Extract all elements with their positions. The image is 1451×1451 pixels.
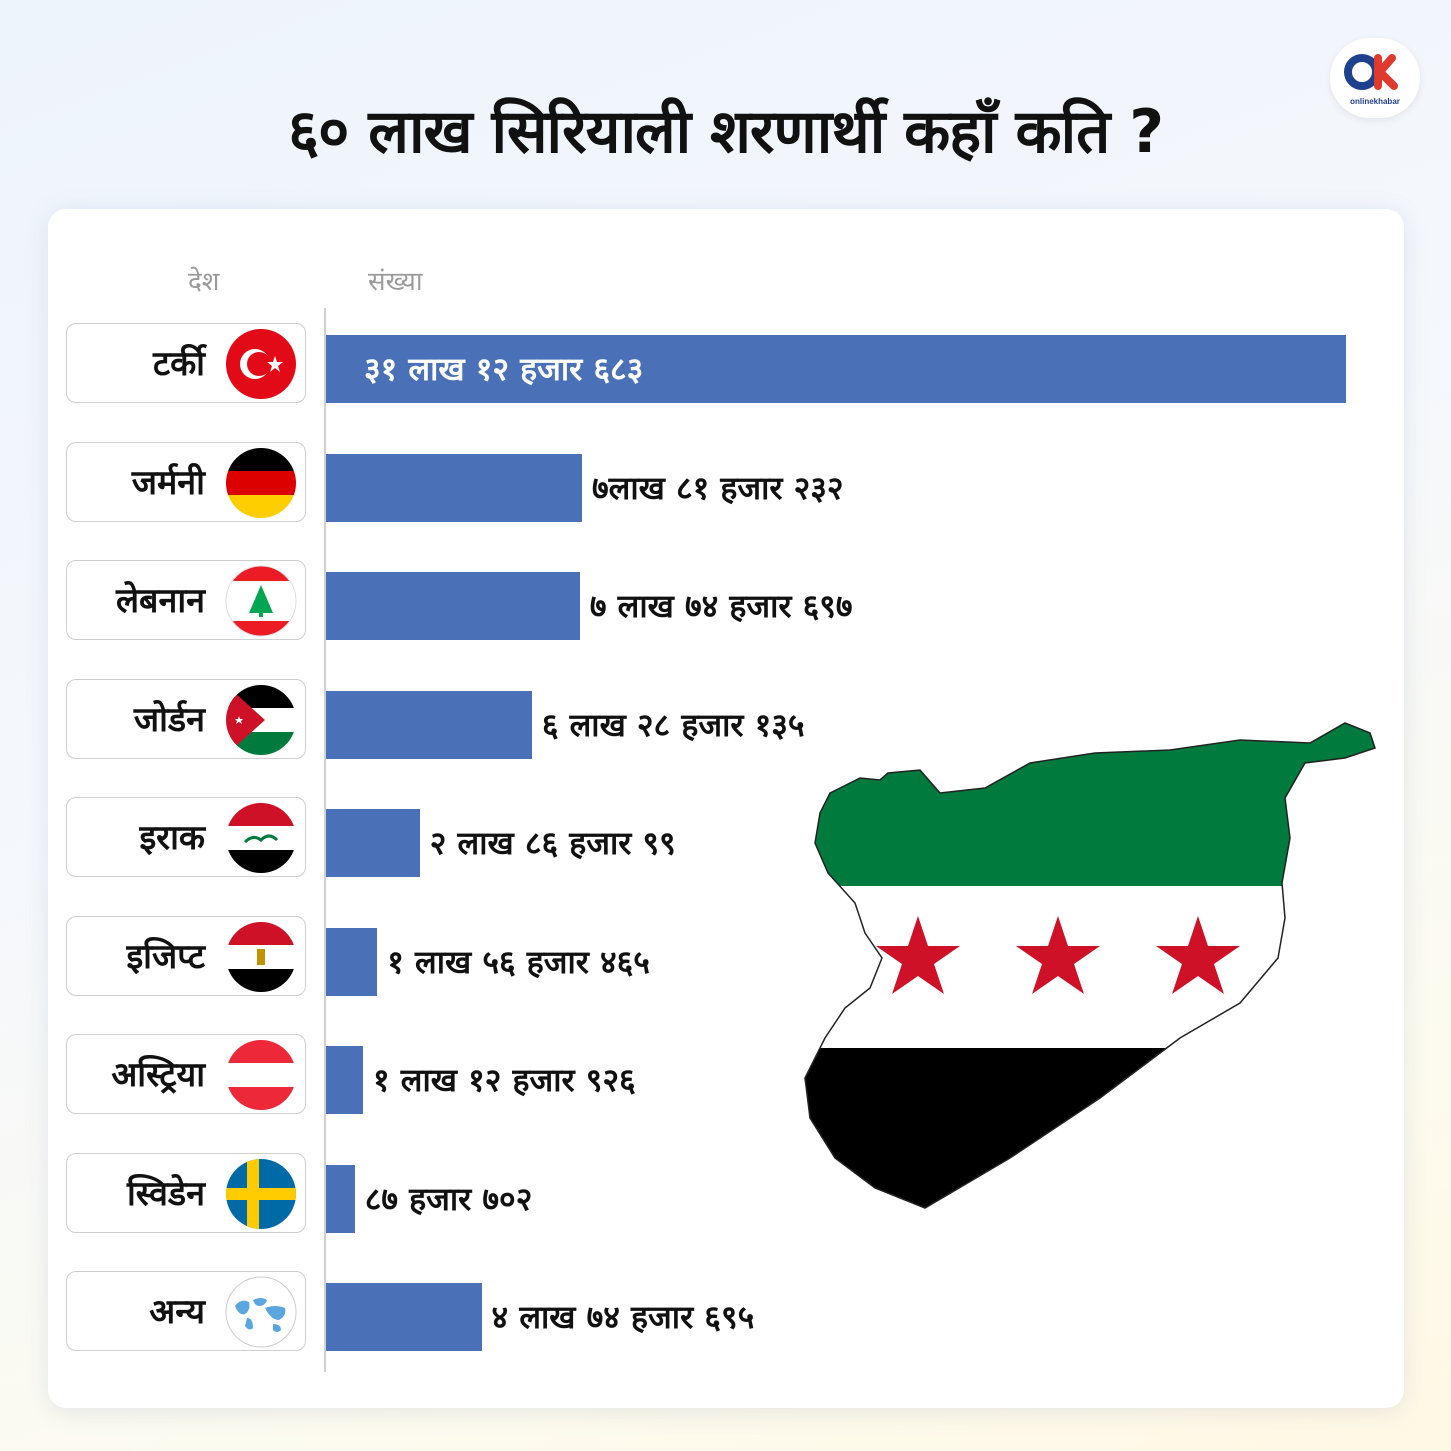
axis-line (324, 308, 326, 1372)
bar-row: लेबनान ७ लाख ७४ हजार ६९७ (0, 560, 1451, 642)
country-name: लेबनान (115, 581, 205, 621)
world-map-icon (225, 1276, 297, 1348)
star-icon (1156, 916, 1240, 994)
star-icon (876, 916, 960, 994)
country-name: इजिप्ट (126, 936, 205, 977)
austria-flag-icon (225, 1039, 297, 1111)
bar (326, 690, 532, 759)
country-name: अन्य (149, 1292, 205, 1332)
value-label: २ लाख ८६ हजार ९९ (429, 824, 676, 862)
value-label: ७लाख ८१ हजार २३२ (592, 468, 844, 507)
logo-icon: onlinekhabar (1344, 54, 1400, 106)
country-name: जर्मनी (131, 462, 205, 503)
bar-row: अस्ट्रिया १ लाख १२ हजार ९२६ (0, 1034, 1451, 1116)
country-label-box: स्विडेन (66, 1152, 306, 1233)
bar-row: इराक २ लाख ८६ हजार ९९ (0, 797, 1451, 879)
value-label: ६ लाख २८ हजार १३५ (541, 705, 805, 744)
lebanon-flag-icon (225, 565, 297, 637)
value-label: ८७ हजार ७०२ (364, 1179, 533, 1218)
turkey-flag-icon (225, 328, 297, 400)
value-label: १ लाख ५६ हजार ४६५ (387, 942, 650, 981)
country-label-box: इजिप्ट (66, 915, 306, 996)
country-name: जोर्डन (133, 699, 205, 740)
syria-stars (876, 916, 1240, 994)
bar (326, 1283, 482, 1351)
country-name: स्विडेन (127, 1173, 205, 1214)
bar-row: जर्मनी ७लाख ८१ हजार २३२ (0, 441, 1451, 524)
bar (326, 809, 420, 877)
sweden-flag-icon (225, 1158, 297, 1230)
country-label-box: जर्मनी (66, 441, 306, 522)
country-label-box: अस्ट्रिया (66, 1034, 306, 1114)
iraq-flag-icon (225, 802, 297, 874)
country-name: अस्ट्रिया (111, 1055, 205, 1095)
egypt-flag-icon (225, 921, 297, 993)
bar (326, 1046, 363, 1114)
bar-row: इजिप्ट १ लाख ५६ हजार ४६५ (0, 915, 1451, 998)
germany-flag-icon (225, 447, 297, 519)
logo-text: onlinekhabar (1350, 97, 1400, 106)
value-label: ७ लाख ७४ हजार ६९७ (589, 587, 853, 625)
value-label: ३१ लाख १२ हजार ६८३ (364, 350, 644, 388)
page-title: ६० लाख सिरियाली शरणार्थी कहाँ कति ? (287, 97, 1164, 167)
star-icon (1016, 916, 1100, 994)
bar-row: स्विडेन ८७ हजार ७०२ (0, 1152, 1451, 1235)
bar-row: जोर्डन ६ लाख २८ हजार १३५ (0, 678, 1451, 761)
country-label-box: अन्य (66, 1271, 306, 1351)
bar (326, 927, 378, 996)
value-label: ४ लाख ७४ हजार ६९५ (491, 1298, 755, 1336)
country-name: टर्की (152, 344, 205, 384)
bar-row: अन्य ४ लाख ७४ हजार ६९५ (0, 1271, 1451, 1353)
bar-row: टर्की ३१ लाख १२ हजार ६८३ (0, 323, 1451, 405)
column-header-count: संख्या (368, 267, 423, 297)
country-label-box: इराक (66, 797, 306, 877)
bar (326, 572, 580, 640)
column-header-country: देश (188, 267, 220, 297)
country-label-box: टर्की (66, 323, 306, 403)
country-label-box: जोर्डन (66, 678, 306, 759)
bar (326, 453, 582, 522)
syria-map-icon (804, 722, 1376, 1209)
syria-black-band (805, 1048, 1180, 1208)
jordan-flag-icon (225, 684, 297, 756)
bar (326, 1164, 355, 1233)
country-label-box: लेबनान (66, 560, 306, 640)
country-name: इराक (139, 818, 205, 858)
bar (326, 335, 1346, 403)
onlinekhabar-logo[interactable]: onlinekhabar (1330, 38, 1420, 118)
value-label: १ लाख १२ हजार ९२६ (373, 1061, 636, 1099)
